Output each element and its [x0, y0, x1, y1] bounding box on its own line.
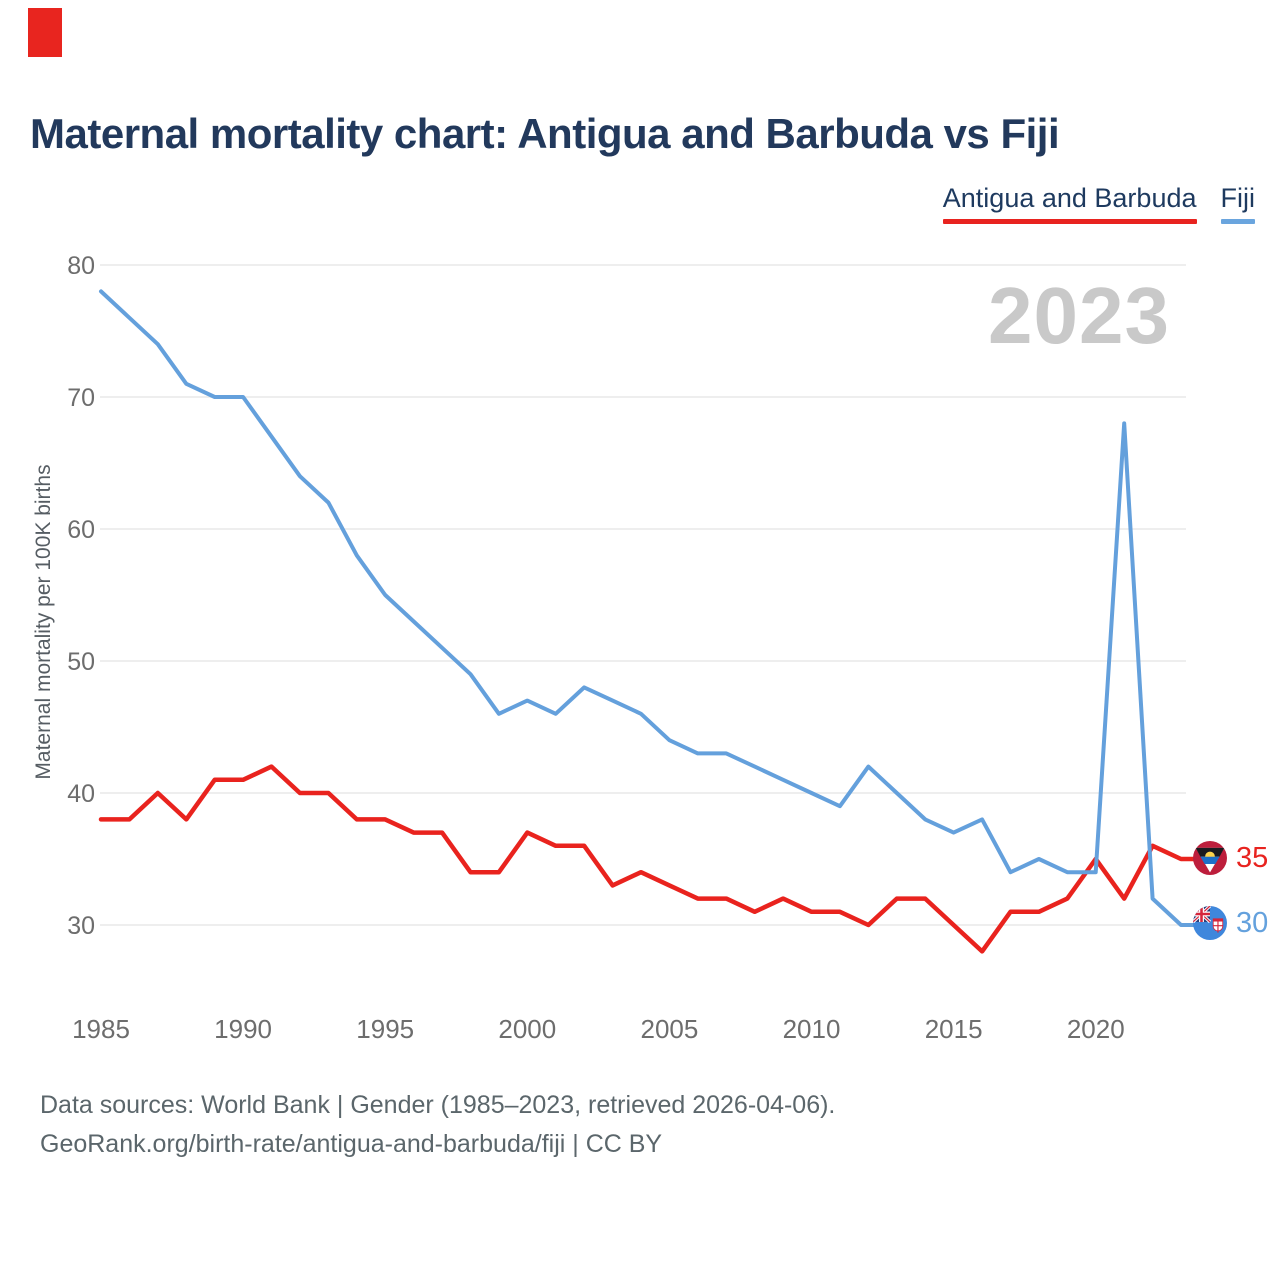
x-tick-2020: 2020: [1067, 1014, 1125, 1044]
legend-label[interactable]: Fiji: [1220, 183, 1256, 213]
y-tick-80: 80: [67, 252, 95, 280]
y-tick-60: 60: [67, 516, 95, 544]
end-value-antigua: 35: [1236, 842, 1269, 874]
y-tick-40: 40: [67, 780, 95, 808]
x-tick-1990: 1990: [214, 1014, 272, 1044]
antigua-and-barbuda-flag-icon: [1193, 841, 1227, 875]
legend-underline-red: [942, 219, 1197, 224]
end-marker-antigua-and-barbuda: 35: [1193, 841, 1268, 875]
y-tick-50: 50: [67, 648, 95, 676]
fiji-flag-icon: [1193, 906, 1227, 940]
x-tick-2010: 2010: [783, 1014, 841, 1044]
x-tick-2005: 2005: [640, 1014, 698, 1044]
x-tick-2015: 2015: [925, 1014, 983, 1044]
footer: Data sources: World Bank | Gender (1985–…: [40, 1086, 835, 1164]
legend-label[interactable]: Antigua and Barbuda: [942, 183, 1197, 213]
legend-item-fiji[interactable]: Fiji: [1220, 183, 1256, 224]
year-watermark: 2023: [988, 271, 1170, 360]
y-tick-70: 70: [67, 384, 95, 412]
x-tick-2000: 2000: [498, 1014, 556, 1044]
page-title: Maternal mortality chart: Antigua and Ba…: [30, 110, 1060, 157]
end-value-fiji: 30: [1236, 907, 1269, 939]
footer-url-line: GeoRank.org/birth-rate/antigua-and-barbu…: [40, 1130, 663, 1158]
x-tick-1995: 1995: [356, 1014, 414, 1044]
footer-sources-line: Data sources: World Bank | Gender (1985–…: [40, 1091, 836, 1119]
legend-item-antigua-and-barbuda[interactable]: Antigua and Barbuda: [942, 183, 1197, 224]
brand-mark: [28, 8, 62, 57]
end-marker-fiji: 30: [1193, 906, 1268, 940]
y-tick-30: 30: [67, 912, 95, 940]
x-tick-1985: 1985: [72, 1014, 130, 1044]
fiji-line: [99, 289, 1213, 927]
antigua-and-barbuda-line: [98, 764, 1214, 954]
legend-underline-blue: [1220, 219, 1255, 224]
line-chart: 80 70 60 50 40 30 1985 1990 1995 2000 2005 2010 2015…: [67, 252, 1214, 1044]
legend: Antigua and Barbuda Fiji: [942, 183, 1256, 224]
